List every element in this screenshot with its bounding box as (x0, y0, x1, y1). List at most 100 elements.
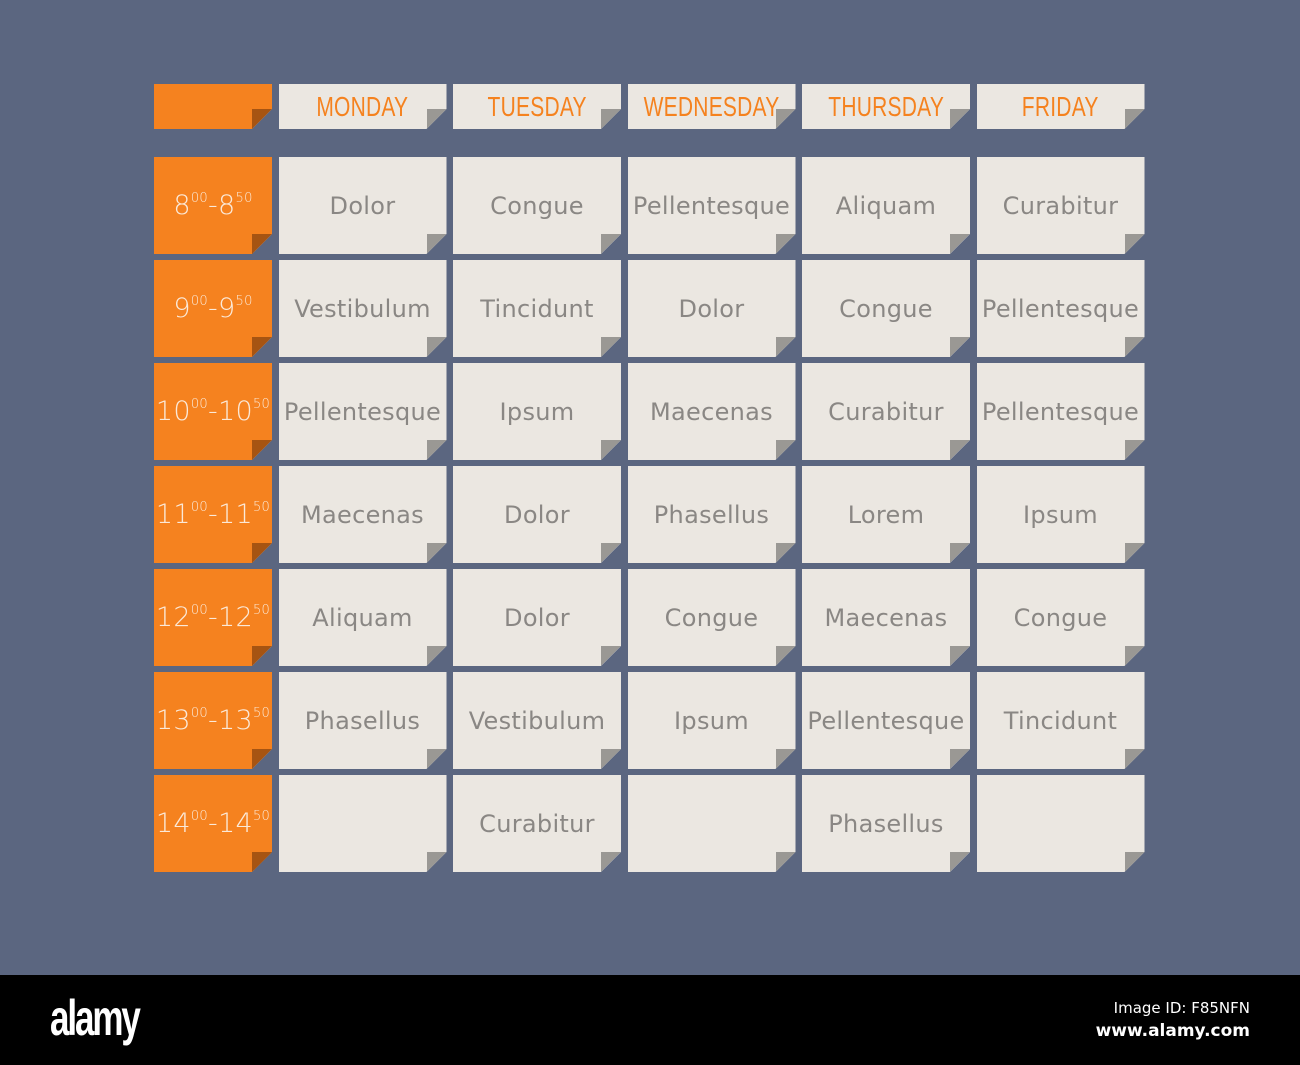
end-hour: 8 (218, 190, 236, 221)
class-cell[interactable]: Pellentesque (977, 363, 1145, 460)
class-name: Congue (490, 191, 584, 220)
class-cell[interactable]: Dolor (453, 569, 621, 666)
class-cell[interactable]: Phasellus (279, 672, 447, 769)
start-minute: 00 (190, 706, 208, 721)
class-cell[interactable]: Tincidunt (977, 672, 1145, 769)
class-name: Aliquam (312, 603, 413, 632)
start-hour: 12 (155, 602, 191, 633)
class-cell[interactable]: Maecenas (279, 466, 447, 563)
day-header-thursday: THURSDAY (802, 84, 970, 129)
class-name: Ipsum (1023, 500, 1098, 529)
class-cell[interactable]: Maecenas (628, 363, 796, 460)
start-minute: 00 (190, 397, 208, 412)
class-cell[interactable]: Pellentesque (977, 260, 1145, 357)
site-url: www.alamy.com (1095, 1021, 1250, 1041)
class-cell[interactable]: Dolor (453, 466, 621, 563)
class-cell[interactable] (279, 775, 447, 872)
day-label: THURSDAY (828, 90, 944, 122)
alamy-logo: alamy (50, 990, 141, 1046)
time-slot: 1400-1450 (154, 775, 272, 872)
day-label: TUESDAY (487, 90, 587, 122)
class-cell[interactable] (977, 775, 1145, 872)
footer-bar: alamy Image ID: F85NFN www.alamy.com (0, 975, 1300, 1065)
class-cell[interactable]: Vestibulum (279, 260, 447, 357)
timetable-grid: MONDAY TUESDAY WEDNESDAY THURSDAY FRIDAY 800-… (154, 84, 1145, 872)
class-cell[interactable]: Ipsum (977, 466, 1145, 563)
class-cell[interactable]: Curabitur (453, 775, 621, 872)
dash: - (207, 705, 219, 736)
class-name: Curabitur (1002, 191, 1119, 220)
start-minute: 00 (190, 294, 208, 309)
image-id: Image ID: F85NFN (1113, 999, 1250, 1017)
class-name: Tincidunt (480, 294, 594, 323)
class-cell[interactable]: Congue (453, 157, 621, 254)
end-minute: 50 (252, 397, 271, 412)
start-hour: 11 (155, 499, 191, 530)
start-hour: 13 (155, 705, 191, 736)
day-label: MONDAY (316, 90, 409, 122)
class-cell[interactable]: Dolor (628, 260, 796, 357)
class-cell[interactable]: Lorem (802, 466, 970, 563)
class-cell[interactable]: Congue (977, 569, 1145, 666)
class-name: Congue (839, 294, 933, 323)
time-slot: 800-850 (154, 157, 272, 254)
day-header-friday: FRIDAY (977, 84, 1145, 129)
class-name: Ipsum (674, 706, 749, 735)
dash: - (207, 499, 219, 530)
time-label: 1200-1250 (156, 602, 270, 633)
class-cell[interactable]: Curabitur (802, 363, 970, 460)
end-hour: 11 (218, 499, 253, 530)
start-hour: 14 (155, 808, 191, 839)
start-minute: 00 (190, 603, 208, 618)
class-name: Phasellus (653, 500, 770, 529)
class-cell[interactable]: Pellentesque (802, 672, 970, 769)
class-cell[interactable]: Dolor (279, 157, 447, 254)
class-name: Pellentesque (807, 706, 965, 735)
class-cell[interactable]: Maecenas (802, 569, 970, 666)
class-cell[interactable]: Aliquam (279, 569, 447, 666)
class-cell[interactable]: Curabitur (977, 157, 1145, 254)
dash: - (207, 190, 219, 221)
end-hour: 13 (218, 705, 253, 736)
start-minute: 00 (190, 809, 208, 824)
class-cell[interactable]: Pellentesque (628, 157, 796, 254)
end-minute: 50 (252, 603, 271, 618)
class-name: Maecenas (824, 603, 948, 632)
end-minute: 50 (235, 191, 253, 206)
class-cell[interactable]: Congue (628, 569, 796, 666)
start-minute: 00 (190, 500, 208, 515)
class-cell[interactable]: Ipsum (628, 672, 796, 769)
class-cell[interactable]: Pellentesque (279, 363, 447, 460)
class-name: Pellentesque (981, 294, 1140, 323)
class-cell[interactable]: Phasellus (628, 466, 796, 563)
corner-cell (154, 84, 272, 129)
start-minute: 00 (190, 191, 208, 206)
end-hour: 9 (218, 293, 236, 324)
end-minute: 50 (252, 500, 271, 515)
end-minute: 50 (235, 294, 253, 309)
class-name: Vestibulum (294, 294, 431, 323)
class-name: Dolor (504, 603, 570, 632)
class-cell[interactable] (628, 775, 796, 872)
start-hour: 10 (155, 396, 191, 427)
dash: - (207, 396, 219, 427)
class-name: Congue (1013, 603, 1108, 632)
class-cell[interactable]: Vestibulum (453, 672, 621, 769)
day-header-tuesday: TUESDAY (453, 84, 621, 129)
class-cell[interactable]: Aliquam (802, 157, 970, 254)
class-name: Aliquam (835, 191, 937, 220)
class-cell[interactable]: Phasellus (802, 775, 970, 872)
class-cell[interactable]: Congue (802, 260, 970, 357)
class-name: Curabitur (479, 809, 595, 838)
class-name: Dolor (504, 500, 570, 529)
class-name: Lorem (847, 500, 925, 529)
class-cell[interactable]: Tincidunt (453, 260, 621, 357)
time-slot: 1200-1250 (154, 569, 272, 666)
time-slot: 1300-1350 (154, 672, 272, 769)
time-label: 900-950 (173, 293, 252, 324)
time-slot: 1100-1150 (154, 466, 272, 563)
class-name: Tincidunt (1003, 706, 1118, 735)
class-cell[interactable]: Ipsum (453, 363, 621, 460)
end-hour: 14 (218, 808, 253, 839)
end-hour: 12 (218, 602, 253, 633)
